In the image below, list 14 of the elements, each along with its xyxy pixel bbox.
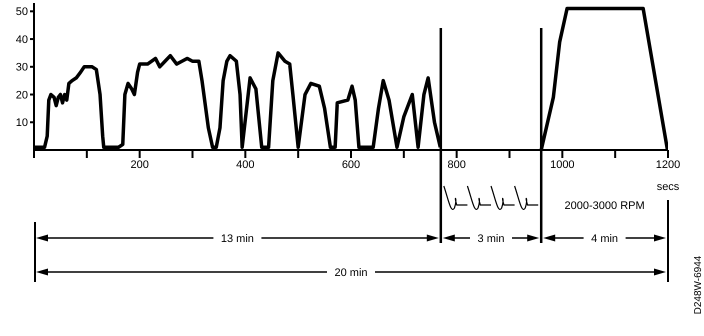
y-tick-label: 10 <box>16 117 28 130</box>
x-tick-label: 400 <box>236 158 255 171</box>
x-tick-label: 1000 <box>550 158 575 171</box>
text: 2000-3000 RPM <box>564 200 645 212</box>
y-tick-label: 20 <box>16 89 28 102</box>
x-tick-label: 1200 <box>656 158 680 171</box>
y-tick-label: 30 <box>16 62 28 74</box>
text: D248W-6944 <box>693 255 704 314</box>
x-tick-label: 800 <box>447 158 466 171</box>
x-axis-title: secs <box>656 181 680 193</box>
y-tick-label: 50 <box>16 6 28 18</box>
y-tick-label: 40 <box>16 34 28 46</box>
x-tick-label: 200 <box>130 158 149 171</box>
x-tick-label: 600 <box>342 158 360 171</box>
